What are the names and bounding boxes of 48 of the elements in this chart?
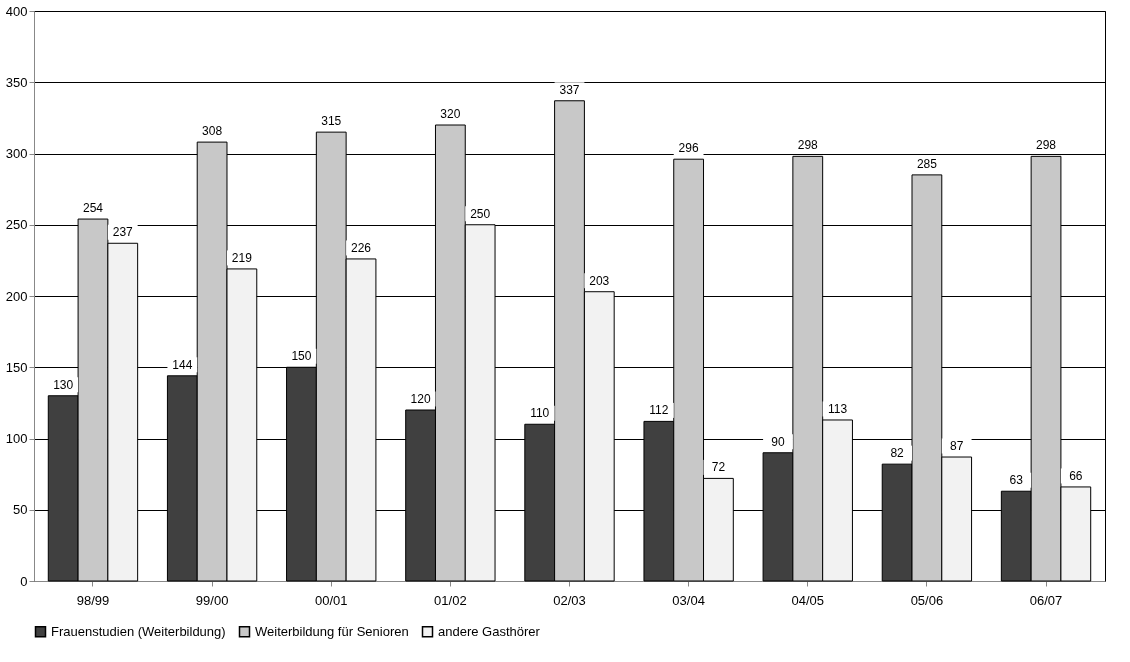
data-label: 66 [1069, 468, 1083, 483]
data-label: 226 [351, 240, 372, 255]
y-tick-label: 350 [5, 74, 28, 90]
legend-label: Weiterbildung für Senioren [255, 623, 409, 639]
y-tick-label: 200 [5, 288, 28, 304]
data-label: 150 [291, 349, 312, 364]
data-label: 72 [711, 460, 726, 475]
data-label: 308 [202, 124, 223, 139]
x-tick-label: 99/00 [195, 592, 229, 608]
data-label: 120 [410, 392, 431, 406]
x-tick-label: 03/04 [672, 592, 705, 608]
data-label: 298 [797, 138, 819, 153]
data-label: 130 [53, 377, 74, 392]
legend-label: Frauenstudien (Weiterbildung) [51, 623, 226, 639]
data-label: 237 [112, 225, 134, 240]
y-tick-label: 300 [5, 146, 28, 161]
data-label: 87 [950, 439, 964, 454]
y-tick-label: 150 [5, 359, 28, 375]
y-tick-label: 0 [20, 573, 28, 589]
data-label: 296 [678, 141, 699, 156]
x-tick-label: 06/07 [1029, 592, 1063, 608]
data-label: 250 [470, 206, 491, 221]
data-label: 320 [440, 107, 461, 121]
data-label: 82 [890, 446, 905, 461]
x-tick-label: 98/99 [76, 592, 110, 608]
data-label: 110 [530, 406, 550, 421]
x-tick-label: 00/01 [314, 592, 348, 608]
x-tick-label: 04/05 [791, 592, 825, 608]
data-label: 90 [771, 434, 785, 449]
data-label: 113 [827, 401, 848, 416]
data-label: 298 [1036, 138, 1057, 153]
x-tick-label: 01/02 [434, 592, 467, 608]
data-label: 337 [559, 82, 580, 97]
data-label: 144 [172, 357, 193, 372]
data-label: 219 [231, 250, 253, 265]
y-tick-label: 100 [5, 431, 28, 446]
x-tick-label: 02/03 [553, 592, 586, 608]
y-tick-label: 400 [5, 3, 28, 19]
x-tick-label: 05/06 [910, 592, 944, 608]
y-tick-label: 250 [5, 217, 28, 233]
data-label: 254 [82, 201, 104, 216]
data-label: 63 [1009, 473, 1024, 488]
data-label: 315 [321, 114, 342, 129]
y-tick-label: 50 [13, 502, 28, 518]
legend-label: andere Gasthörer [438, 623, 541, 639]
data-label: 285 [916, 156, 938, 171]
data-label: 112 [649, 403, 669, 418]
data-label: 203 [589, 273, 610, 288]
